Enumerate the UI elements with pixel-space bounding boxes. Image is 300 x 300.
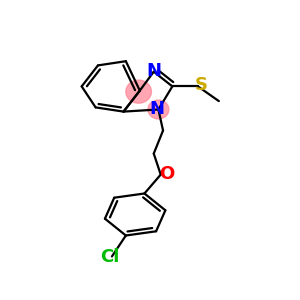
Circle shape <box>148 100 169 119</box>
Text: N: N <box>146 62 161 80</box>
Text: S: S <box>195 76 208 94</box>
Text: O: O <box>159 164 174 182</box>
Circle shape <box>126 80 152 103</box>
Text: Cl: Cl <box>100 248 119 266</box>
Text: N: N <box>150 100 165 118</box>
